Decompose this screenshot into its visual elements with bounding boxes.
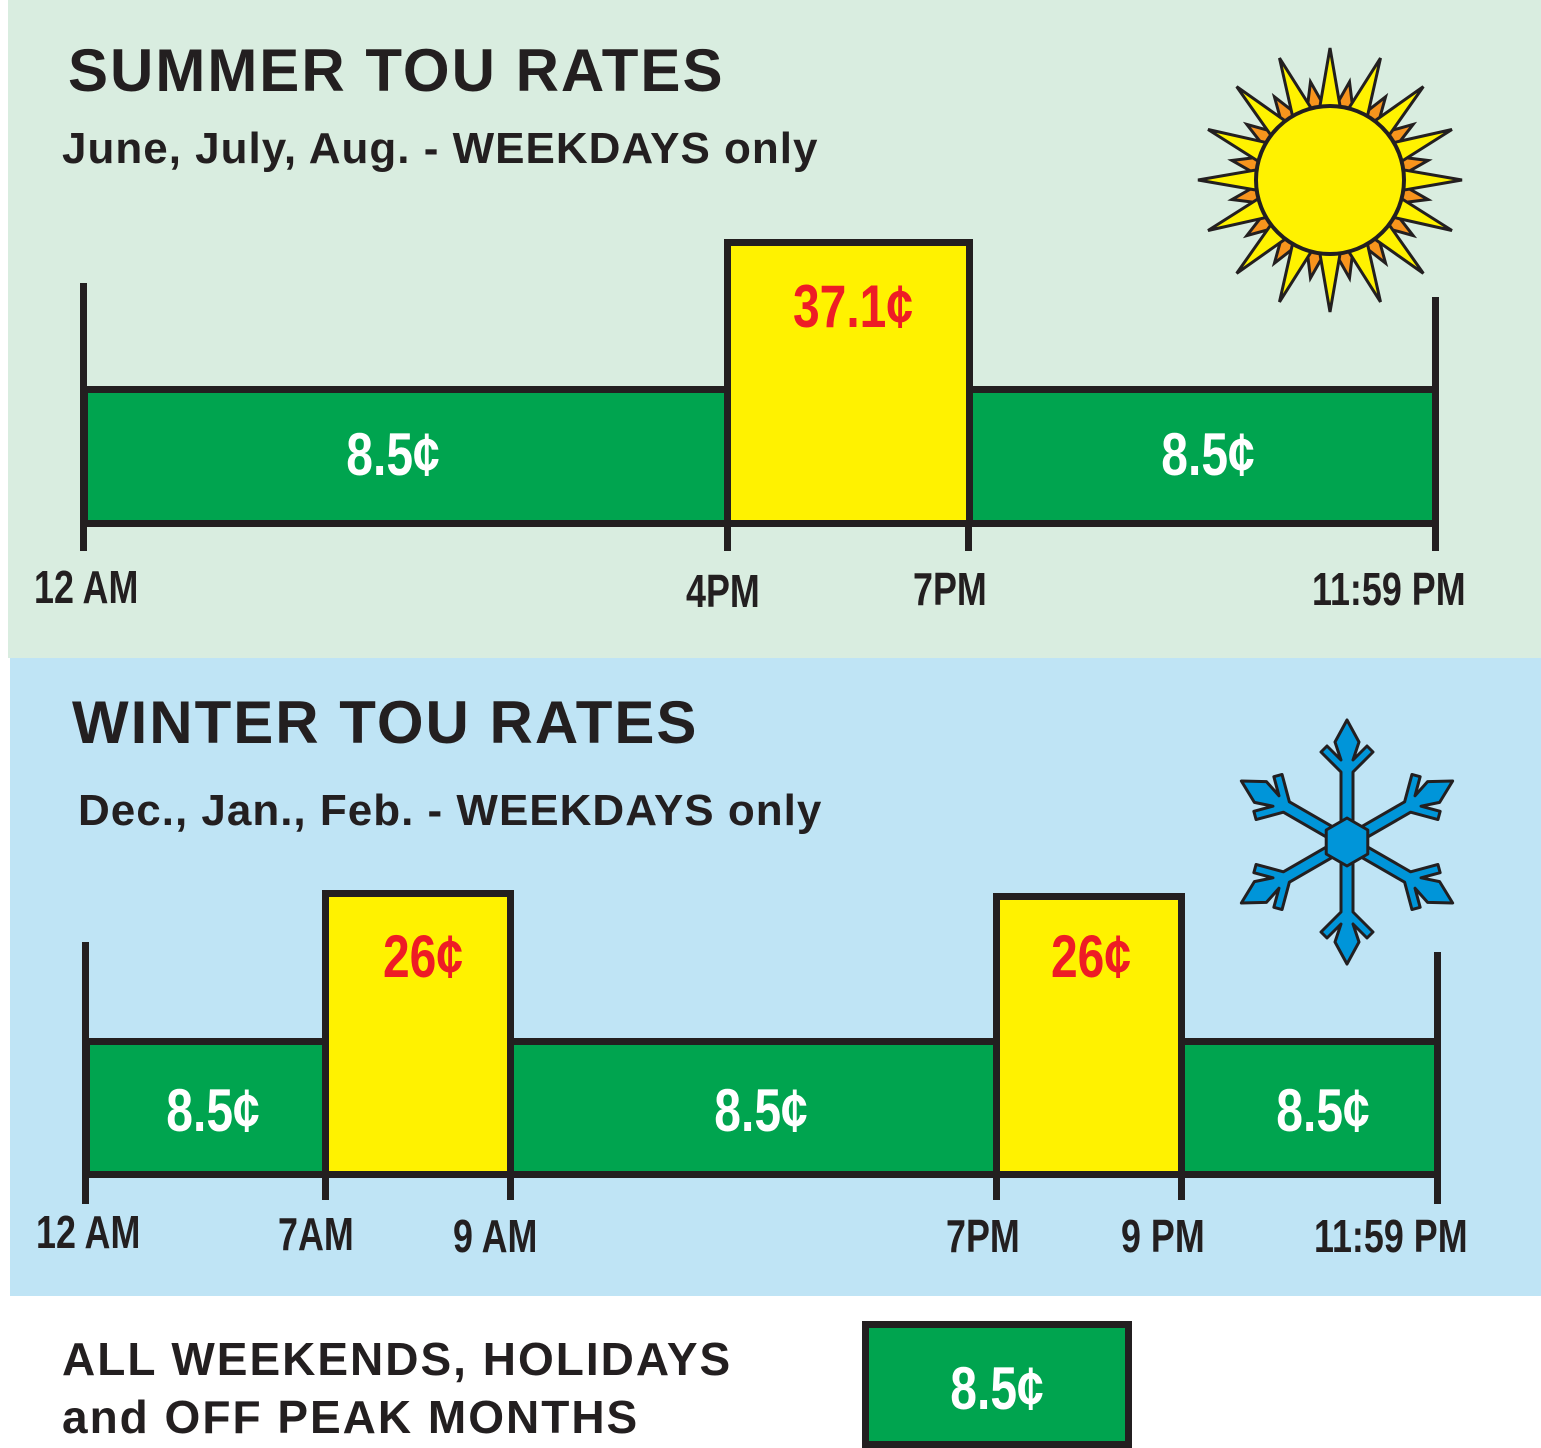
winter-panel xyxy=(10,658,1541,1296)
summer-label-1159pm: 11:59 PM xyxy=(1312,563,1466,615)
winter-label-7pm: 7PM xyxy=(946,1210,1020,1262)
snowflake-arm xyxy=(1359,845,1455,912)
snowflake-arm xyxy=(1239,845,1335,912)
summer-offpeak-bar-2 xyxy=(962,386,1439,527)
winter-rate-peak-evening: 26¢ xyxy=(1050,923,1132,990)
winter-rate-1: 8.5¢ xyxy=(166,1077,260,1144)
winter-peak-bar-morning xyxy=(322,890,514,1178)
winter-title: WINTER TOU RATES xyxy=(72,689,699,756)
snowflake-arm xyxy=(1359,772,1455,839)
footer-rate-box xyxy=(862,1321,1132,1448)
winter-peak-bar-evening xyxy=(993,893,1185,1178)
snowflake-center xyxy=(1324,816,1370,868)
snowflake-arm xyxy=(1319,860,1375,966)
summer-label-12am: 12 AM xyxy=(34,561,139,613)
footer-line-1: ALL WEEKENDS, HOLIDAYS xyxy=(62,1333,733,1385)
winter-rate-3: 8.5¢ xyxy=(714,1077,808,1144)
winter-tick-9am xyxy=(507,1172,514,1200)
winter-subtitle: Dec., Jan., Feb. - WEEKDAYS only xyxy=(78,786,823,835)
winter-tick-7pm xyxy=(993,1172,1000,1200)
winter-label-7am: 7AM xyxy=(278,1208,354,1260)
summer-rate-1: 8.5¢ xyxy=(346,421,440,488)
sun-icon xyxy=(1197,47,1463,313)
summer-label-7pm: 7PM xyxy=(913,563,987,615)
summer-rate-3: 8.5¢ xyxy=(1161,421,1255,488)
winter-label-1159pm: 11:59 PM xyxy=(1314,1210,1468,1262)
snowflake-arm xyxy=(1319,718,1375,824)
winter-label-12am: 12 AM xyxy=(36,1206,141,1258)
winter-tick-7am xyxy=(322,1172,329,1200)
footer-line-2: and OFF PEAK MONTHS xyxy=(62,1391,640,1443)
summer-title: SUMMER TOU RATES xyxy=(68,37,725,104)
summer-rate-peak: 37.1¢ xyxy=(792,273,914,340)
footer-rate: 8.5¢ xyxy=(950,1355,1044,1422)
summer-tick-end xyxy=(1432,297,1439,551)
snowflake-icon xyxy=(1239,718,1455,966)
winter-tick-end xyxy=(1434,952,1441,1204)
winter-label-9am: 9 AM xyxy=(453,1210,538,1262)
winter-rate-5: 8.5¢ xyxy=(1276,1077,1370,1144)
summer-tick-7pm xyxy=(965,520,972,551)
summer-label-4pm: 4PM xyxy=(686,565,760,617)
snowflake-arm xyxy=(1239,772,1335,839)
winter-label-9pm: 9 PM xyxy=(1121,1210,1205,1262)
winter-rate-peak-morning: 26¢ xyxy=(382,923,464,990)
winter-tick-9pm xyxy=(1178,1172,1185,1200)
summer-peak-bar xyxy=(724,239,973,527)
winter-tick-start xyxy=(82,942,89,1204)
winter-offpeak-bar xyxy=(83,1038,1441,1178)
summer-tick-4pm xyxy=(724,520,731,551)
summer-tick-start xyxy=(80,283,87,551)
summer-subtitle: June, July, Aug. - WEEKDAYS only xyxy=(62,124,819,173)
